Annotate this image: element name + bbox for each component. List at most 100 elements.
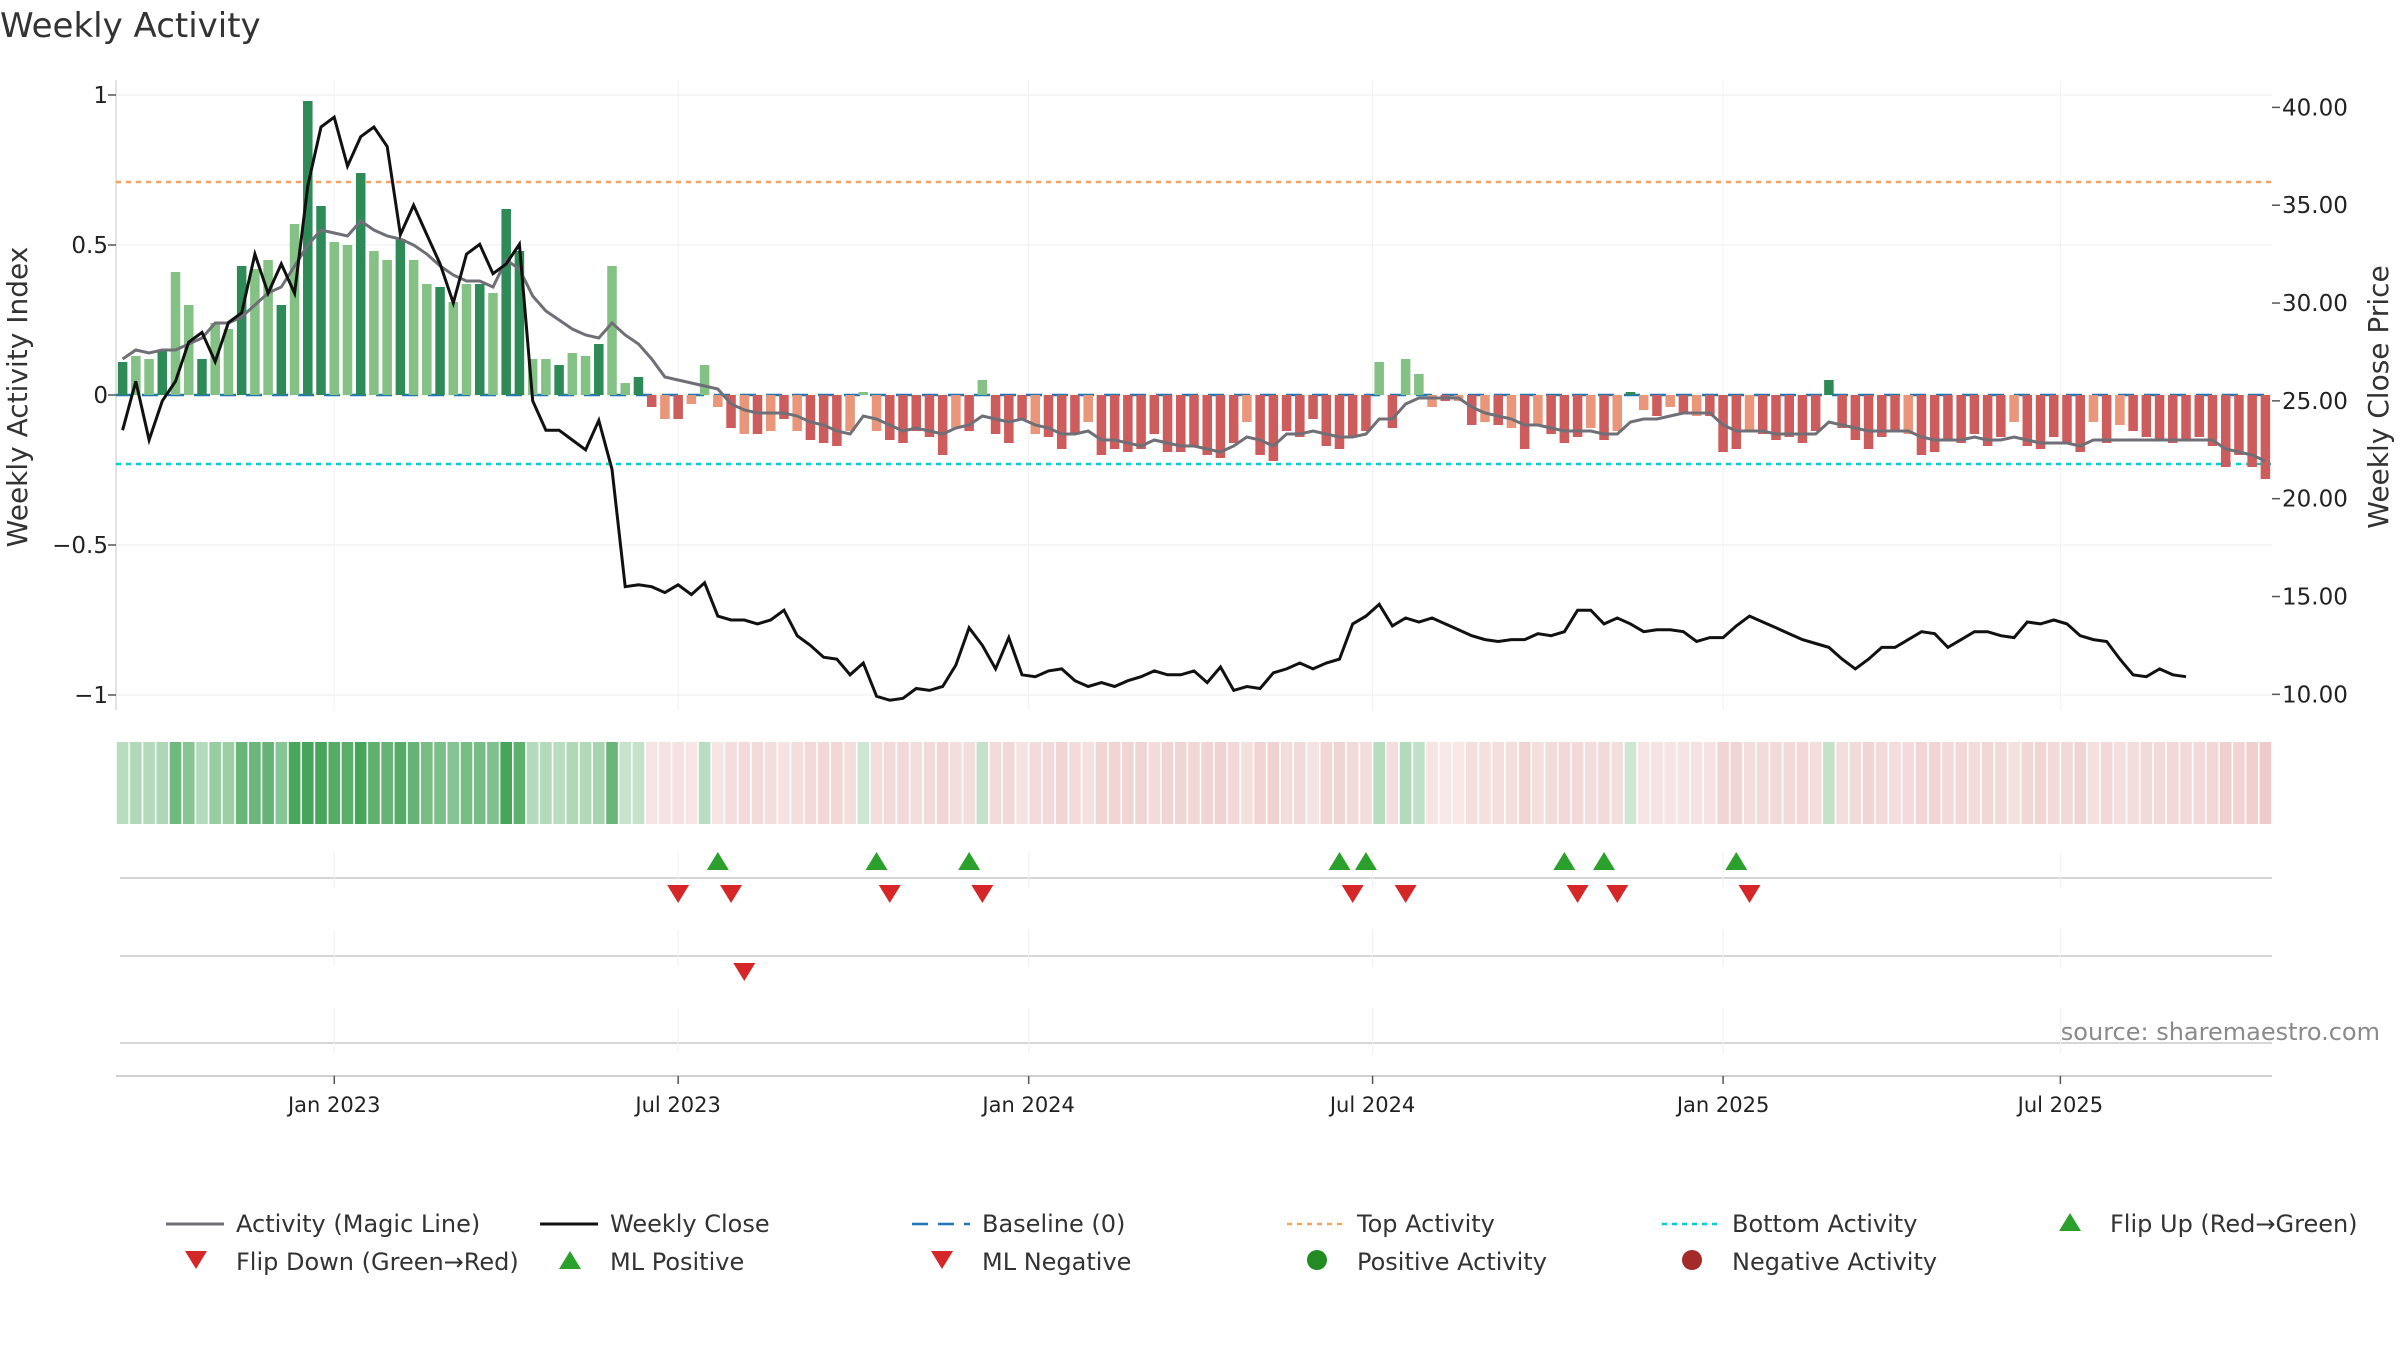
activity-bar (990, 395, 1001, 434)
activity-bar (2075, 395, 2085, 452)
heat-cell (1161, 742, 1174, 824)
activity-bar (316, 206, 326, 395)
flip-down-marker (720, 885, 743, 903)
heat-cell (883, 742, 896, 824)
y-tick-label: −1 (74, 683, 108, 709)
activity-bar (2115, 395, 2125, 425)
activity-bar (1652, 395, 1662, 416)
heat-cell (1320, 742, 1333, 824)
activity-bar (2062, 395, 2072, 443)
activity-bar (117, 362, 128, 395)
heat-cell (196, 742, 208, 824)
heat-cell (1836, 742, 1848, 824)
activity-bar (1982, 395, 1993, 446)
heat-cell (725, 742, 737, 824)
heat-cell (540, 742, 552, 824)
heat-cell (1082, 742, 1094, 824)
activity-bar (567, 353, 578, 395)
heat-cell (288, 742, 301, 824)
heat-cell (2219, 742, 2232, 824)
activity-bar (1136, 395, 1146, 449)
activity-bar (2048, 395, 2059, 437)
heat-cell (619, 742, 632, 824)
heat-cell (606, 742, 618, 824)
activity-bar (1030, 395, 1041, 434)
heat-cell (2061, 742, 2073, 824)
heat-cell (460, 742, 473, 824)
heat-cell (870, 742, 883, 824)
legend-item: Flip Up (Red→Green) (2059, 1210, 2358, 1238)
legend-item: Baseline (0) (912, 1210, 1125, 1238)
legend-label: Activity (Magic Line) (236, 1210, 480, 1238)
activity-bar (1480, 395, 1490, 422)
activity-bar (1387, 395, 1398, 428)
heat-cell (1346, 742, 1359, 824)
activity-bar (1824, 380, 1834, 395)
heat-cell (1386, 742, 1399, 824)
flip-down-marker (1566, 885, 1589, 903)
activity-bar (1004, 395, 1014, 443)
heat-cell (1624, 742, 1637, 824)
heat-cell (1796, 742, 1809, 824)
activity-bar (1996, 395, 2006, 437)
activity-bar (514, 251, 525, 395)
activity-bar (951, 395, 961, 428)
y2-tick-label: 25.00 (2282, 389, 2348, 415)
heat-cell (249, 742, 261, 824)
heat-cell (116, 742, 129, 824)
heat-cell (2074, 742, 2087, 824)
heat-cell (791, 742, 804, 824)
right-axis-label: Weekly Close Price (2362, 265, 2395, 528)
heat-cell (1055, 742, 1068, 824)
activity-bars (117, 101, 2271, 479)
heat-cell (712, 742, 724, 824)
activity-bar (2168, 395, 2178, 443)
legend-item: Bottom Activity (1662, 1210, 1917, 1238)
heat-cell (1849, 742, 1862, 824)
activity-bar (885, 395, 895, 440)
heat-cell (487, 742, 499, 824)
activity-bar (580, 356, 591, 395)
activity-bar (2194, 395, 2205, 437)
legend-item: Flip Down (Green→Red) (185, 1248, 519, 1276)
right-axis-ticks: 40.00 35.00 30.00 25.00 20.00 15.00 10.00 (2272, 95, 2348, 708)
heat-cell (804, 742, 817, 824)
heat-cell (1518, 742, 1531, 824)
heat-cell (1915, 742, 1928, 824)
activity-bar (713, 395, 723, 407)
activity-bar (461, 284, 472, 395)
y-tick-label: 0.5 (71, 233, 108, 259)
activity-bar (382, 260, 392, 395)
heat-cell (500, 742, 513, 824)
flip-up-marker (1328, 852, 1351, 870)
activity-bar (1255, 395, 1265, 455)
activity-bar (144, 359, 154, 395)
heat-cell (1241, 742, 1253, 824)
activity-bar (263, 260, 273, 395)
activity-bar (1268, 395, 1279, 461)
activity-bar (2207, 395, 2218, 446)
heat-cell (1677, 742, 1690, 824)
legend-item: ML Positive (559, 1248, 744, 1276)
heat-cell (1505, 742, 1518, 824)
x-tick-label: Jul 2023 (633, 1093, 720, 1117)
heat-cell (2206, 742, 2219, 824)
activity-bar (633, 377, 644, 395)
legend-label: Baseline (0) (982, 1210, 1125, 1238)
heat-cell (1465, 742, 1478, 824)
heat-cell (143, 742, 155, 824)
activity-bar (289, 224, 300, 395)
heat-cell (209, 742, 222, 824)
heat-cell (1955, 742, 1967, 824)
activity-bar (1400, 359, 1411, 395)
legend-label: ML Negative (982, 1248, 1131, 1276)
activity-bar (2234, 395, 2244, 455)
legend-item: ML Negative (931, 1248, 1131, 1276)
activity-bar (1189, 395, 1199, 446)
activity-bar (250, 269, 260, 395)
heat-cell (1717, 742, 1729, 824)
activity-bar (1705, 395, 1715, 416)
heat-cell (1492, 742, 1505, 824)
activity-bar (395, 239, 406, 395)
activity-bar (1810, 395, 1821, 431)
